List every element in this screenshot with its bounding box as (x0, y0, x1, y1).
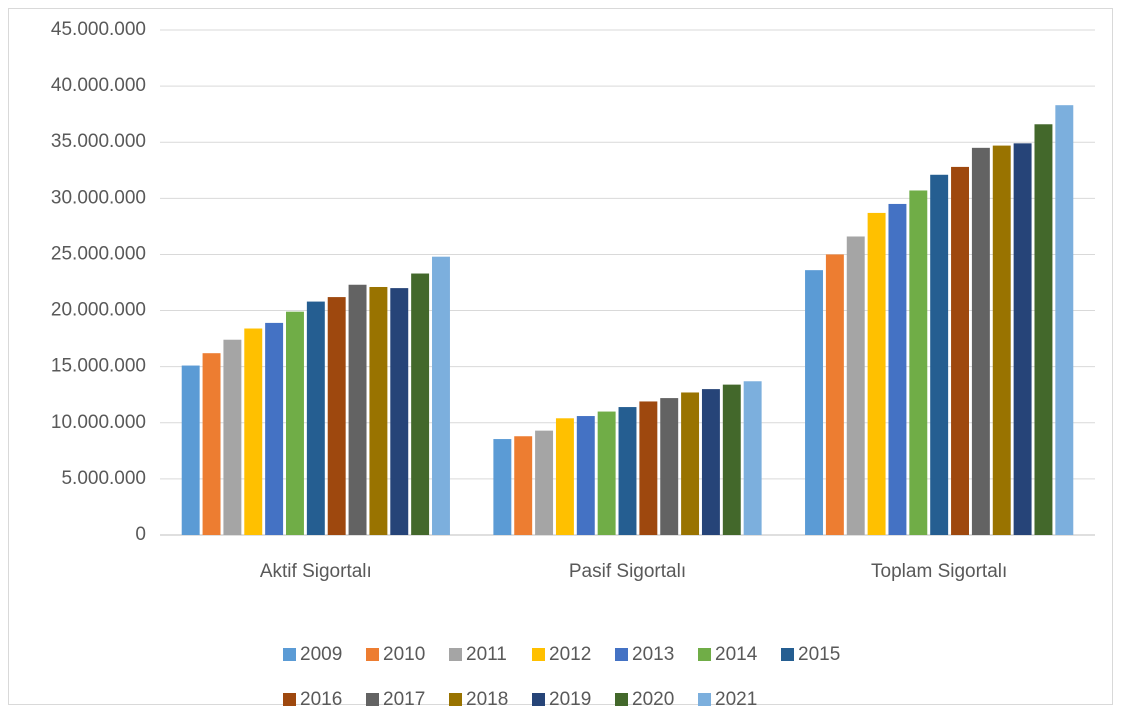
legend-label: 2010 (383, 644, 425, 665)
x-tick-label: Toplam Sigortalı (871, 561, 1007, 582)
bar (909, 190, 928, 535)
bar (576, 416, 595, 535)
bar (867, 212, 886, 535)
legend-label: 2009 (300, 644, 342, 665)
bar (888, 203, 907, 535)
bar (722, 384, 741, 535)
bar (181, 365, 200, 535)
legend-swatch (615, 648, 628, 661)
bar (244, 328, 263, 535)
bar (660, 398, 679, 535)
legend-label: 2021 (715, 689, 757, 710)
y-tick-label: 35.000.000 (51, 131, 146, 152)
y-tick-label: 40.000.000 (51, 75, 146, 96)
bar (223, 339, 242, 535)
y-tick-label: 30.000.000 (51, 187, 146, 208)
bar (514, 436, 533, 535)
legend-label: 2018 (466, 689, 508, 710)
bar (1055, 105, 1074, 535)
bar (432, 256, 450, 535)
bar (597, 411, 616, 535)
bar (369, 286, 388, 535)
legend-swatch (366, 648, 379, 661)
y-tick-label: 5.000.000 (61, 468, 146, 489)
y-tick-label: 10.000.000 (51, 412, 146, 433)
legend-swatch (532, 648, 545, 661)
bar (493, 439, 512, 535)
bar (743, 381, 762, 535)
y-tick-label: 45.000.000 (51, 19, 146, 40)
legend-label: 2013 (632, 644, 674, 665)
bar (1013, 143, 1032, 535)
bar (327, 297, 346, 535)
bar (992, 145, 1011, 536)
bar (306, 301, 325, 535)
bar (1034, 124, 1053, 536)
legend-swatch (615, 693, 628, 706)
bar (805, 270, 823, 535)
bar (930, 174, 949, 535)
chart-border (8, 8, 1113, 705)
legend-swatch (532, 693, 545, 706)
bar (618, 407, 637, 535)
legend-swatch (698, 693, 711, 706)
y-tick-label: 25.000.000 (51, 243, 146, 264)
bar (202, 353, 221, 535)
bar (535, 430, 554, 535)
x-tick-label: Aktif Sigortalı (260, 561, 372, 582)
y-tick-label: 15.000.000 (51, 356, 146, 377)
legend-label: 2014 (715, 644, 758, 665)
legend-swatch (449, 648, 462, 661)
bar (639, 401, 658, 535)
legend-label: 2020 (632, 689, 674, 710)
bar (286, 311, 304, 535)
legend-label: 2012 (549, 644, 591, 665)
bar (846, 236, 865, 535)
legend-swatch (366, 693, 379, 706)
bar (390, 288, 409, 535)
y-tick-label: 20.000.000 (51, 300, 146, 321)
bar (701, 389, 720, 535)
x-tick-label: Pasif Sigortalı (569, 561, 686, 582)
legend-label: 2019 (549, 689, 591, 710)
bar (951, 166, 969, 535)
legend-swatch (449, 693, 462, 706)
bar (825, 254, 844, 535)
bar (681, 392, 700, 535)
y-tick-label: 0 (135, 524, 146, 545)
legend-label: 2017 (383, 689, 425, 710)
bar (555, 418, 574, 535)
legend-swatch (698, 648, 711, 661)
legend-label: 2016 (300, 689, 342, 710)
legend-label: 2011 (466, 644, 507, 665)
legend-swatch (283, 693, 296, 706)
legend-swatch (781, 648, 794, 661)
bar (411, 273, 430, 535)
legend-label: 2015 (798, 644, 840, 665)
bar (265, 322, 284, 535)
bar (971, 147, 990, 536)
legend-swatch (283, 648, 296, 661)
bar (348, 284, 367, 535)
